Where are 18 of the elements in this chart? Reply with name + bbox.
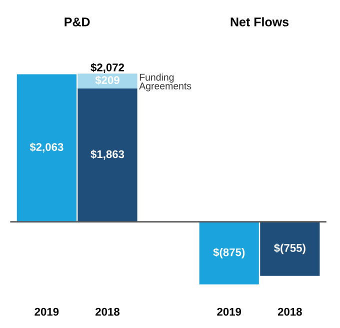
bar (260, 222, 320, 276)
bar (78, 88, 138, 222)
x-tick-label: 2019 (34, 308, 59, 316)
x-tick-label: 2018 (96, 308, 120, 316)
data-label: $(875) (213, 248, 245, 258)
bar (199, 222, 259, 284)
data-label: $2,063 (30, 142, 64, 153)
series-label: Funding Agreements (139, 74, 192, 92)
bar (78, 74, 138, 89)
total-label: $2,072 (90, 63, 124, 73)
text: P&D (64, 18, 90, 26)
data-label: $209 (95, 76, 120, 85)
x-tick-label: 2019 (217, 308, 242, 316)
bar (16, 74, 76, 222)
data-label: $(755) (274, 244, 306, 254)
data-label: $1,863 (90, 150, 124, 160)
x-tick-label: 2018 (278, 308, 302, 316)
text: Net Flows (230, 17, 289, 26)
